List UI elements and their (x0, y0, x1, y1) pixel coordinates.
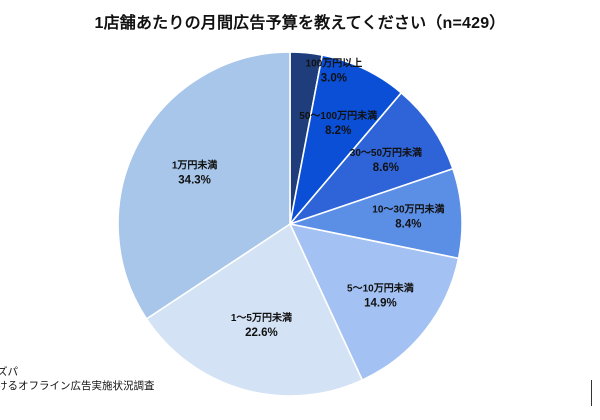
slice-value-label: 34.3% (178, 175, 211, 187)
slice-value-label: 3.0% (321, 73, 347, 85)
slice-label: 10～30万円未満 (372, 203, 444, 216)
source-line-2: けるオフライン広告実施状況調査 (0, 380, 155, 392)
edge-divider (591, 380, 592, 406)
pie-slice (289, 92, 454, 225)
slice-label: 1～5万円未満 (231, 311, 292, 324)
slice-value-label: 8.6% (373, 162, 399, 174)
pie-slice (145, 223, 364, 397)
pie-slice (289, 54, 403, 225)
slice-label: 30～50万円未満 (350, 146, 422, 159)
pie-slice (289, 223, 460, 381)
pie-slice (289, 168, 463, 260)
chart-title: 1店舗あたりの月間広告予算を教えてください（n=429） (94, 15, 506, 32)
slice-value-label: 8.4% (395, 219, 421, 231)
slice-label: 50～100万円未満 (299, 109, 377, 122)
slice-value-label: 22.6% (245, 327, 278, 339)
slice-label: 1万円未満 (172, 159, 218, 172)
slice-value-label: 8.2% (325, 125, 351, 137)
slice-label: 100万円以上 (306, 57, 363, 70)
source-line-1: ズパ (0, 366, 18, 378)
slice-value-label: 14.9% (364, 298, 397, 310)
source-note: ズパ けるオフライン広告実施状況調査 (0, 365, 155, 393)
pie-slices (117, 51, 463, 397)
slice-label: 5～10万円未満 (347, 282, 414, 295)
pie-labels: 100万円以上 3.0% 50～100万円未満 8.2% 30～50万円未満 8.6% 10… (172, 57, 445, 339)
pie-slice (117, 51, 291, 320)
